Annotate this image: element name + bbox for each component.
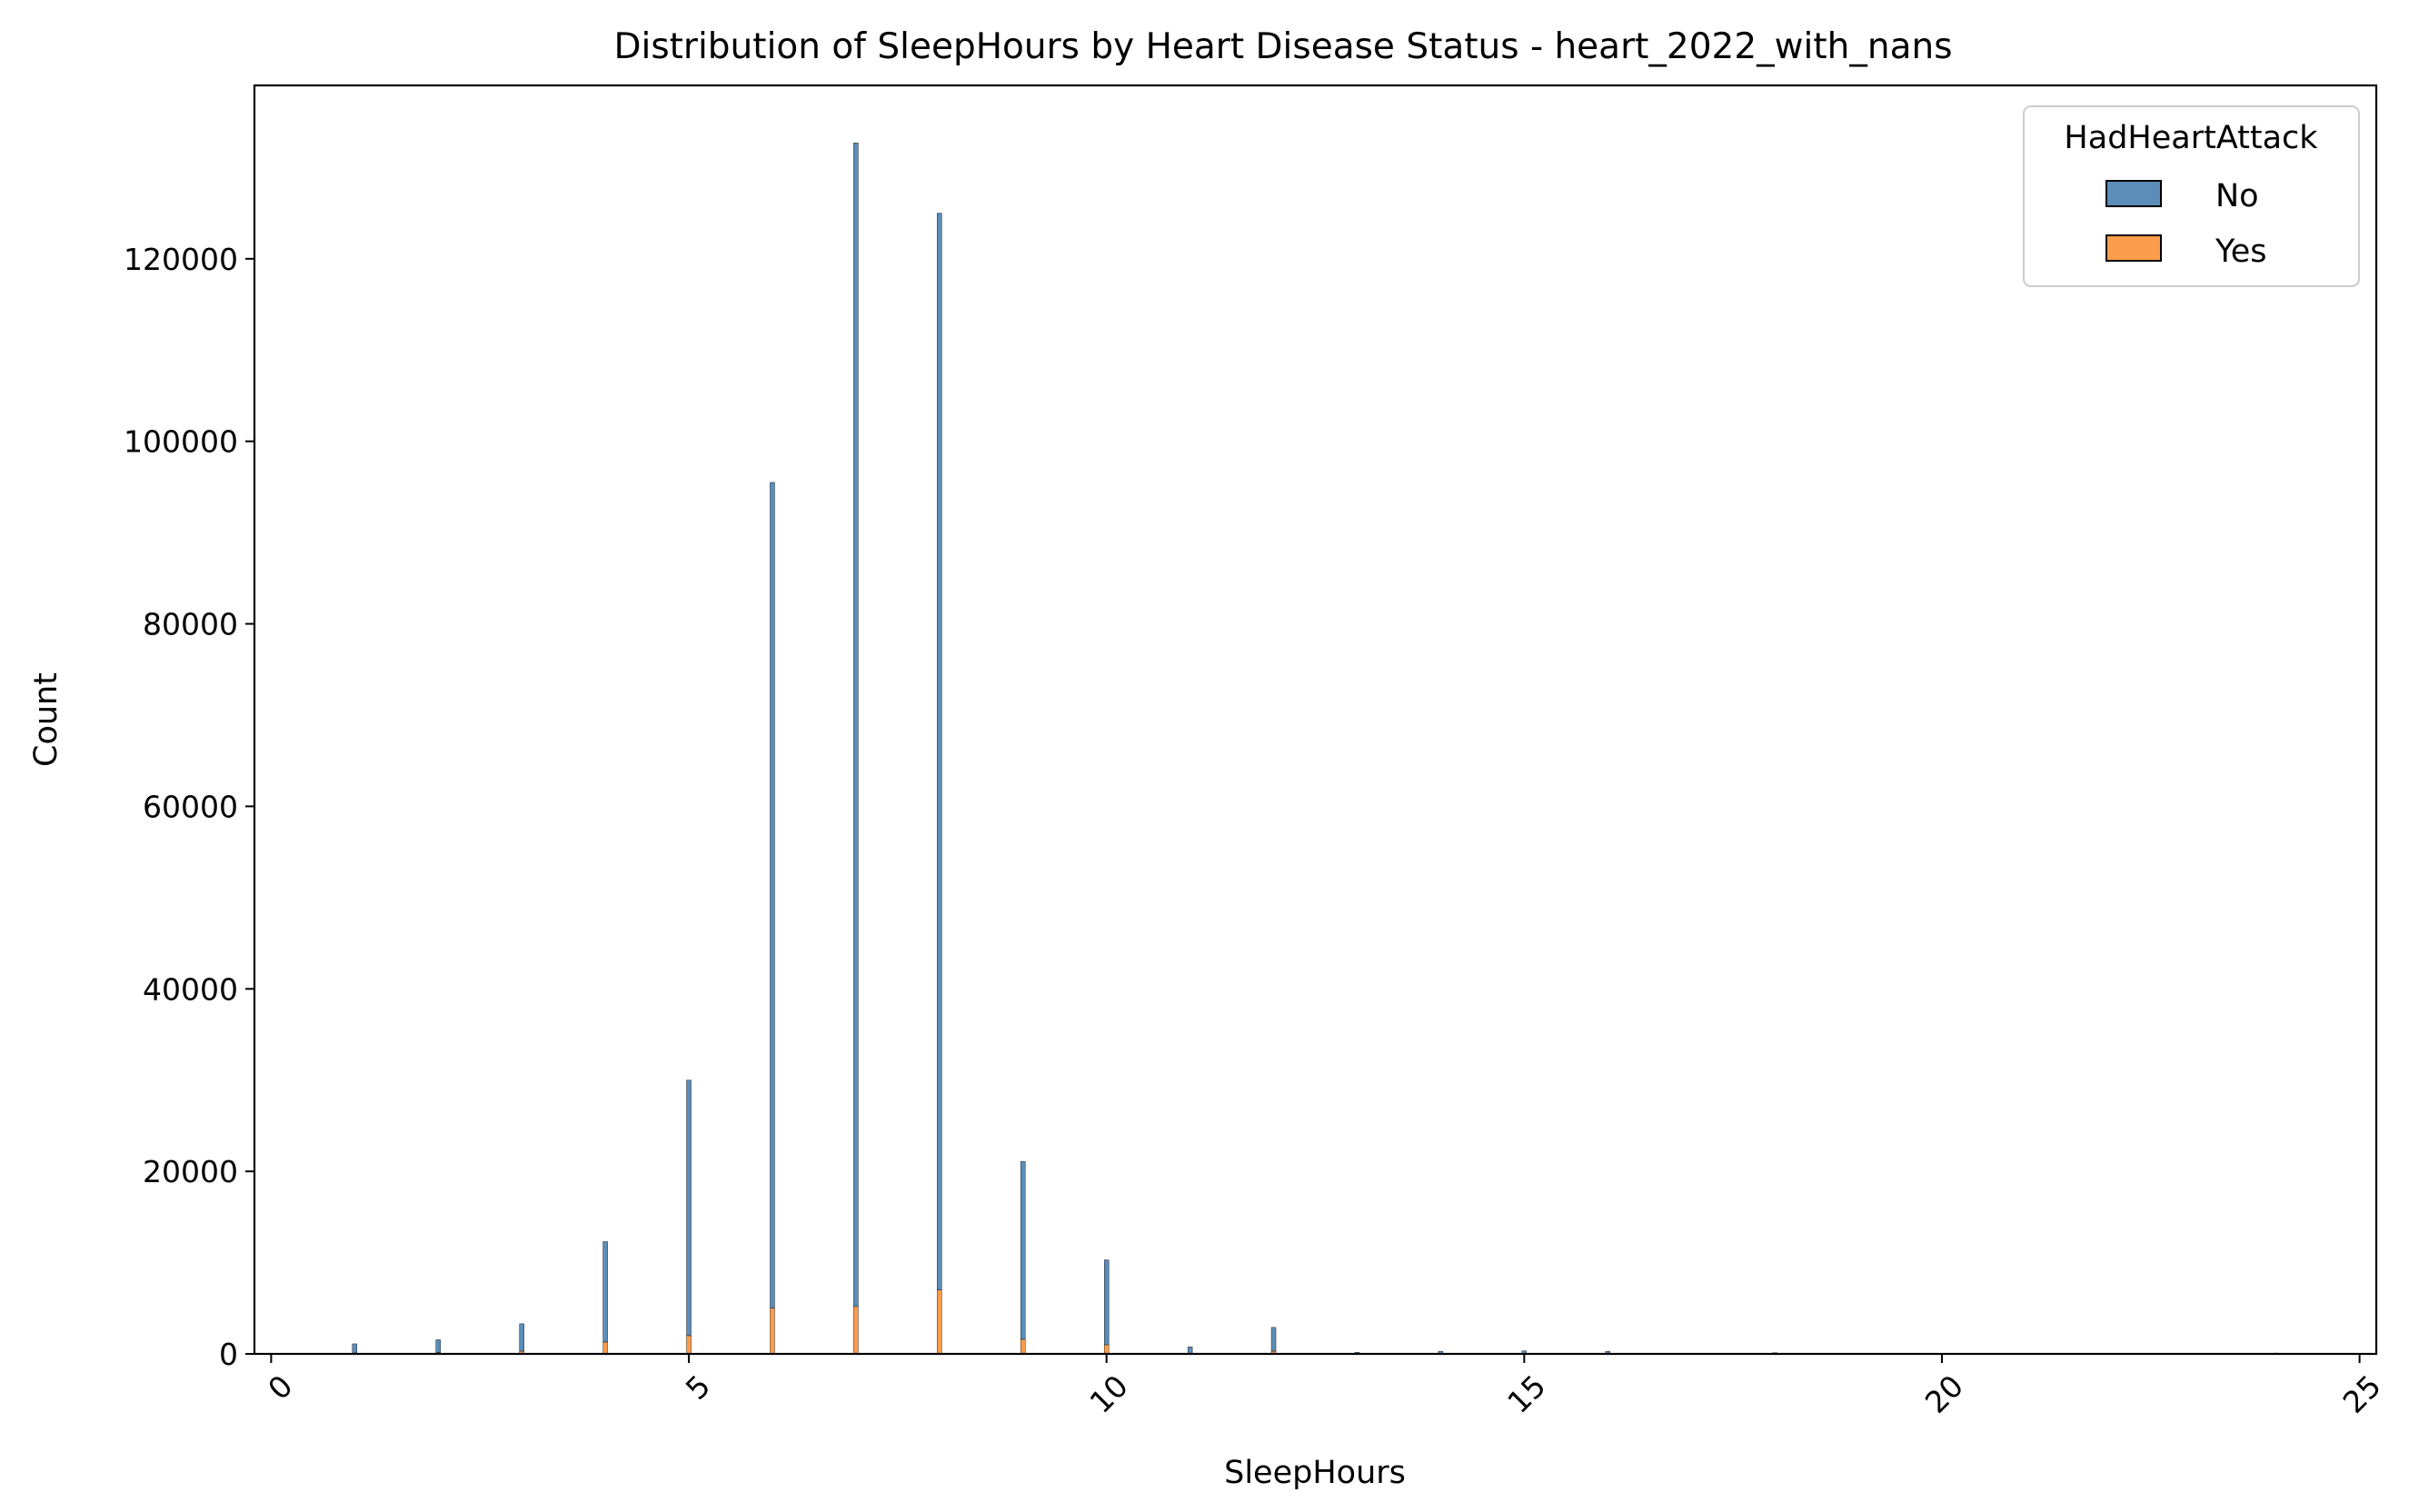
- y-axis-label: Count: [28, 672, 65, 767]
- y-tick-label: 60000: [143, 789, 238, 824]
- bar-no-10: [1103, 1259, 1110, 1346]
- bar-yes-10: [1103, 1344, 1110, 1355]
- bar-yes-4: [602, 1341, 608, 1355]
- y-tick-label: 100000: [124, 424, 238, 460]
- legend-label-no: No: [2215, 178, 2259, 214]
- bar-yes-8: [937, 1289, 942, 1355]
- bar-no-8: [937, 213, 942, 1290]
- legend: HadHeartAttack No Yes: [2023, 105, 2360, 287]
- y-tick-label: 80000: [143, 607, 238, 642]
- y-axis-ticks: 0 20000 40000 60000 80000 100000 120000: [124, 242, 254, 1372]
- bars-layer: [352, 143, 2279, 1355]
- legend-swatch-yes: [2105, 234, 2162, 262]
- bar-no-1: [352, 1343, 358, 1354]
- bar-no-5: [686, 1079, 692, 1337]
- legend-title: HadHeartAttack: [2064, 120, 2318, 156]
- bar-no-6: [770, 482, 775, 1308]
- bar-no-3: [519, 1323, 524, 1352]
- y-tick-label: 0: [219, 1337, 238, 1372]
- y-tick-label: 40000: [143, 971, 238, 1007]
- bar-yes-7: [853, 1306, 859, 1355]
- bar-yes-5: [686, 1335, 692, 1355]
- bar-no-9: [1020, 1160, 1026, 1340]
- bar-no-11: [1187, 1346, 1193, 1354]
- plot-area-frame: [253, 84, 2378, 1356]
- bar-no-7: [853, 143, 859, 1307]
- bar-no-4: [602, 1241, 608, 1343]
- bar-yes-9: [1020, 1338, 1026, 1355]
- y-tick-label: 20000: [143, 1154, 238, 1189]
- chart-title: Distribution of SleepHours by Heart Dise…: [613, 26, 1952, 67]
- x-axis-label: SleepHours: [1224, 1455, 1406, 1491]
- y-tick-label: 120000: [124, 242, 238, 277]
- bar-yes-6: [770, 1308, 775, 1355]
- legend-label-yes: Yes: [2215, 234, 2267, 270]
- bar-no-2: [435, 1339, 441, 1353]
- bar-no-12: [1270, 1327, 1277, 1352]
- legend-swatch-no: [2105, 180, 2162, 207]
